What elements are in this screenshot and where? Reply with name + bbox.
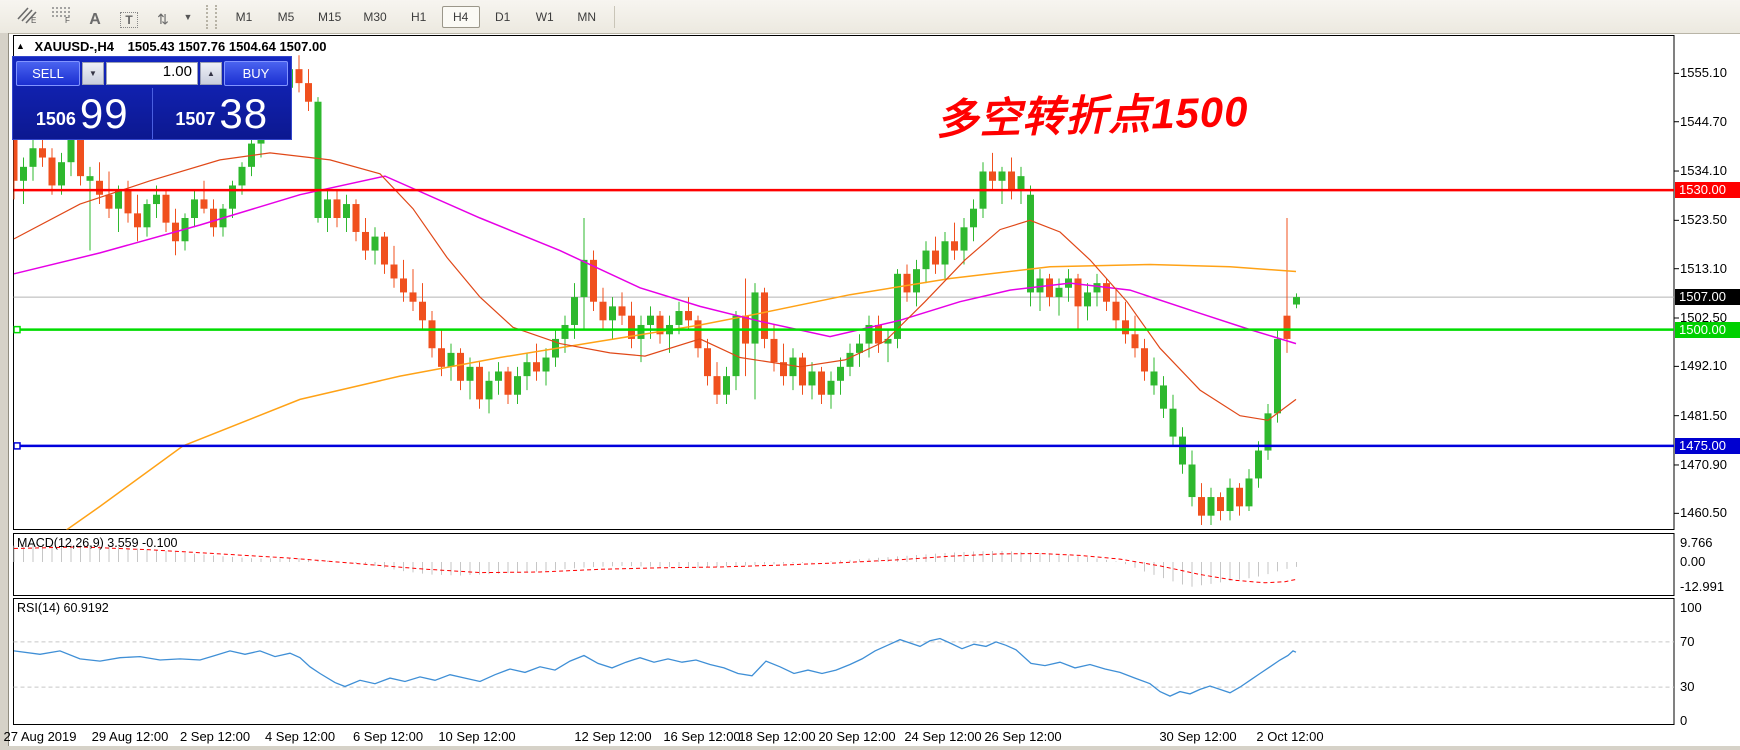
- rsi-scale-label: 30: [1680, 679, 1695, 695]
- price-axis-tick: 1544.70: [1680, 113, 1727, 129]
- bottom-window-edge: [0, 746, 1740, 750]
- time-axis-label: 27 Aug 2019: [3, 729, 77, 744]
- equidistant-channel-icon[interactable]: E: [12, 1, 42, 27]
- time-axis-label: 29 Aug 12:00: [91, 729, 169, 744]
- sell-price[interactable]: 1506 99: [13, 88, 153, 139]
- price-axis-tick: 1502.50: [1680, 310, 1727, 325]
- ma-mid-line: [13, 175, 1297, 345]
- timeframe-bar: M1 M5 M15 M30 H1 H4 D1 W1 MN: [223, 5, 608, 28]
- timeframe-button-d1[interactable]: D1: [495, 9, 511, 24]
- ma-fast-line: [13, 152, 1297, 421]
- macd-label: MACD(12,26,9) 3.559 -0.100: [17, 536, 178, 550]
- collapse-quote-panel-icon[interactable]: ▲: [16, 41, 25, 51]
- timeframe-button-h1[interactable]: H1: [411, 9, 427, 24]
- arrows-dropdown-icon[interactable]: ▼: [183, 11, 193, 22]
- svg-text:F: F: [65, 16, 70, 24]
- time-axis-label: 2 Oct 12:00: [1256, 729, 1324, 744]
- ohlc-readout: 1505.43 1507.76 1504.64 1507.00: [127, 39, 327, 54]
- buy-price-base: 1507: [175, 109, 216, 129]
- text-icon[interactable]: A: [89, 10, 101, 28]
- price-axis-tick: 1492.10: [1680, 358, 1727, 374]
- main-chart-frame: [13, 35, 1675, 530]
- time-axis-label: 26 Sep 12:00: [984, 729, 1062, 744]
- one-click-trade-panel: SELL ▼ 1.00 ▲ BUY 1506 99 1507 38: [12, 56, 292, 140]
- price-axis-tick: 1460.50: [1680, 505, 1727, 521]
- volume-decrease-button[interactable]: ▼: [82, 61, 104, 85]
- toolbar: E F A T ⇅ ▼ M1 M5 M15 M30 H1 H4 D1 W1 MN: [0, 0, 1740, 34]
- sell-button[interactable]: SELL: [16, 60, 80, 86]
- sell-price-base: 1506: [35, 109, 76, 129]
- left-window-edge: [0, 33, 9, 746]
- svg-text:E: E: [31, 16, 36, 24]
- macd-scale-label: -12.991: [1680, 579, 1725, 595]
- arrows-icon[interactable]: ⇅: [157, 10, 169, 27]
- time-axis-label: 10 Sep 12:00: [438, 729, 516, 744]
- time-axis-label: 18 Sep 12:00: [738, 729, 816, 744]
- sell-price-points: 99: [79, 89, 129, 137]
- macd-series: [13, 543, 1297, 587]
- price-axis-tick: 1523.50: [1680, 212, 1727, 228]
- chart-header: ▲ XAUUSD-,H4 1505.43 1507.76 1504.64 150…: [16, 39, 326, 54]
- time-axis-label: 6 Sep 12:00: [352, 729, 424, 744]
- rsi-frame: [13, 598, 1675, 725]
- price-axis-tick: 1513.10: [1680, 260, 1727, 276]
- toolbar-divider: [613, 5, 615, 28]
- timeframe-button-m15[interactable]: M15: [318, 9, 342, 24]
- price-badge-1500.00: 1500.00: [1675, 321, 1740, 338]
- time-axis-label: 20 Sep 12:00: [818, 729, 896, 744]
- timeframe-button-w1[interactable]: W1: [535, 9, 554, 24]
- time-axis-label: 24 Sep 12:00: [904, 729, 982, 744]
- text-label-icon[interactable]: T: [114, 7, 144, 33]
- buy-button[interactable]: BUY: [224, 60, 288, 86]
- rsi-scale-label: 0: [1680, 713, 1688, 728]
- time-axis-label: 30 Sep 12:00: [1159, 729, 1237, 744]
- rsi-scale-label: 70: [1680, 633, 1695, 649]
- candlestick-series: [13, 55, 1674, 530]
- buy-price[interactable]: 1507 38: [153, 88, 292, 139]
- symbol-title: XAUUSD-,H4: [34, 39, 115, 54]
- rsi-label: RSI(14) 60.9192: [17, 601, 109, 615]
- rsi-line: [13, 637, 1297, 697]
- price-axis-tick: 1534.10: [1680, 163, 1727, 179]
- volume-input[interactable]: 1.00: [106, 61, 198, 85]
- price-axis-tick: 1470.90: [1680, 456, 1727, 472]
- price-badge-1507.00: 1507.00: [1675, 289, 1740, 306]
- timeframe-button-m30[interactable]: M30: [363, 9, 387, 24]
- time-axis-label: 2 Sep 12:00: [179, 729, 251, 744]
- price-badge-1530.00: 1530.00: [1675, 182, 1740, 199]
- price-badge-1475.00: 1475.00: [1675, 437, 1740, 454]
- time-axis-label: 16 Sep 12:00: [663, 729, 741, 744]
- time-axis-label: 4 Sep 12:00: [264, 729, 336, 744]
- timeframe-button-m1[interactable]: M1: [235, 9, 253, 24]
- toolbar-separator: [206, 4, 217, 29]
- ma-slow-line: [65, 263, 1297, 530]
- macd-frame: [13, 533, 1675, 596]
- rsi-series: [13, 637, 1674, 697]
- macd-scale-label: 0.00: [1680, 554, 1706, 569]
- macd-scale-label: 9.766: [1680, 535, 1713, 551]
- timeframe-button-mn[interactable]: MN: [577, 9, 597, 24]
- timeframe-button-m5[interactable]: M5: [277, 9, 295, 24]
- macd-signal-line: [13, 546, 1297, 584]
- chart-annotation-text[interactable]: 多空转折点1500: [935, 87, 1250, 144]
- price-axis-tick: 1555.10: [1680, 65, 1727, 81]
- volume-increase-button[interactable]: ▲: [200, 61, 222, 85]
- timeframe-button-h4[interactable]: H4: [441, 5, 480, 28]
- time-axis-label: 12 Sep 12:00: [574, 729, 652, 744]
- price-axis-tick: 1481.50: [1680, 407, 1727, 423]
- rsi-scale-label: 100: [1680, 600, 1702, 615]
- fibonacci-retracement-icon[interactable]: F: [46, 1, 76, 27]
- buy-price-points: 38: [219, 89, 269, 137]
